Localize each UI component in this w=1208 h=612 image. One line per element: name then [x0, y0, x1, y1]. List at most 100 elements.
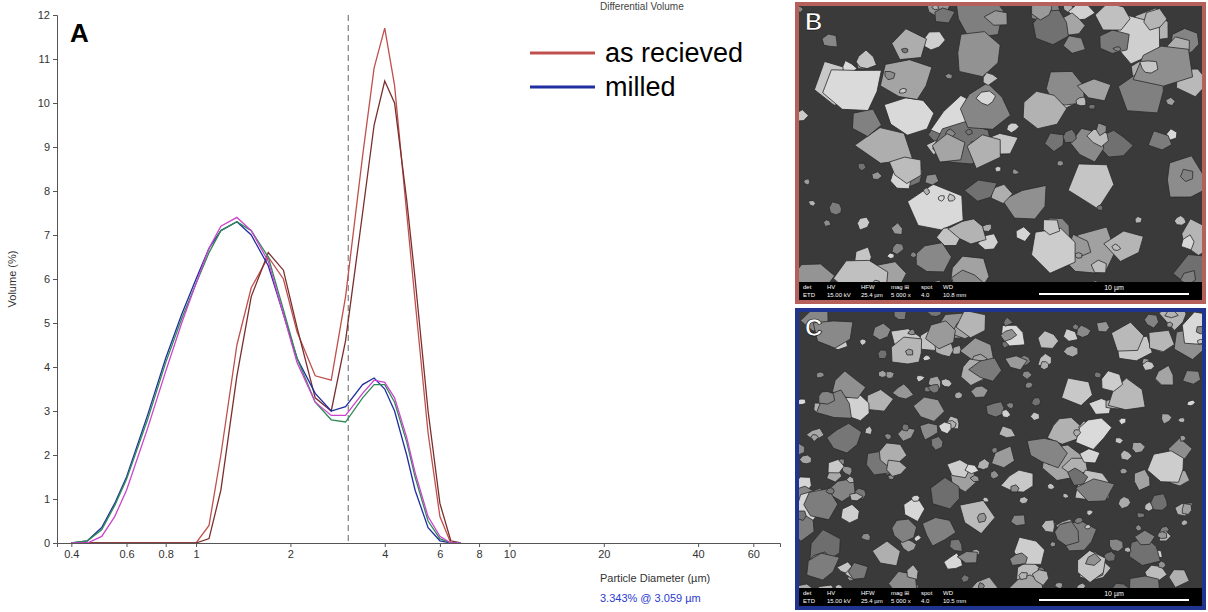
y-tick-mark	[53, 15, 57, 16]
grain	[1100, 30, 1129, 53]
x-tick-label: 0.6	[119, 548, 134, 560]
grain	[913, 397, 944, 421]
grain	[1055, 583, 1063, 589]
grain	[1032, 228, 1076, 273]
grain	[1162, 414, 1172, 424]
x-tick: 6	[437, 543, 443, 560]
series-line	[71, 222, 461, 543]
info-header: mag ⊞	[891, 590, 909, 596]
x-tick-mark	[698, 543, 699, 547]
grain	[1096, 123, 1106, 136]
grain	[992, 446, 1015, 468]
grain	[1182, 219, 1202, 256]
grain	[880, 60, 932, 100]
grain	[1022, 371, 1032, 379]
grain	[1025, 382, 1033, 388]
info-bar	[799, 282, 1202, 300]
grain	[976, 91, 996, 105]
grain	[1068, 468, 1088, 486]
grain	[1159, 561, 1166, 568]
scale-bar	[1039, 599, 1189, 601]
grain	[971, 386, 988, 398]
info-value: 25.4 µm	[861, 598, 883, 604]
y-tick-label: 7	[44, 229, 50, 241]
grain	[799, 399, 806, 405]
x-tick: 1	[193, 543, 199, 560]
x-tick: 40	[692, 543, 704, 560]
grain	[970, 475, 979, 482]
y-tick: 11	[39, 53, 57, 65]
grains	[799, 312, 1202, 606]
x-tick-label: 4	[382, 548, 388, 560]
grain	[1078, 550, 1106, 582]
y-tick: 0	[44, 537, 57, 549]
grain	[1113, 47, 1121, 52]
grain	[1023, 91, 1066, 128]
grain	[1155, 365, 1173, 385]
grain	[1137, 513, 1145, 518]
grain	[1144, 9, 1167, 31]
grain	[902, 424, 909, 431]
series-line	[71, 28, 461, 543]
grain	[1181, 235, 1194, 250]
y-tick-label: 10	[38, 97, 50, 109]
info-value: ETD	[803, 292, 816, 298]
grain	[1074, 518, 1083, 524]
grain	[1115, 438, 1123, 444]
grain	[1019, 497, 1028, 504]
grain	[955, 392, 963, 399]
x-tick-label: 20	[598, 548, 610, 560]
grain	[816, 372, 824, 378]
grains	[799, 6, 1202, 298]
grain	[829, 202, 841, 215]
grain	[1124, 547, 1131, 552]
y-tick-mark	[53, 279, 57, 280]
sem-panel: detHVHFWmag ⊞spotWDETD15.00 kV25.4 µm5 0…	[791, 0, 1208, 302]
grain	[1063, 346, 1078, 358]
grain	[917, 376, 926, 383]
grain	[1006, 403, 1014, 409]
info-header: HV	[827, 284, 835, 290]
grain	[941, 379, 952, 387]
info-header: HV	[827, 590, 835, 596]
x-tick-mark	[509, 543, 510, 547]
x-tick-mark	[479, 543, 480, 547]
x-tick-mark	[604, 543, 605, 547]
grain	[965, 464, 979, 473]
sem-panel: detHVHFWmag ⊞spotWDETD15.00 kV25.4 µm5 0…	[787, 304, 1208, 612]
grain	[887, 460, 907, 476]
grain	[887, 253, 894, 259]
image-background	[799, 312, 1202, 606]
grain	[935, 8, 955, 23]
info-value: 4.0	[921, 598, 930, 604]
grain	[1063, 36, 1085, 54]
y-tick-label: 9	[44, 141, 50, 153]
grain	[904, 496, 925, 521]
x-tick-mark	[166, 543, 167, 547]
x-tick-label: 2	[288, 548, 294, 560]
grain	[1134, 469, 1150, 490]
info-value: 25.4 µm	[861, 292, 883, 298]
grain	[1076, 418, 1112, 450]
panel-border	[797, 4, 1204, 302]
info-value: 15.00 kV	[827, 598, 851, 604]
grain	[908, 184, 964, 230]
figure: 01234567891011120.40.60.81246810204060AD…	[0, 0, 1208, 612]
grain	[807, 553, 840, 580]
info-header: mag ⊞	[891, 284, 909, 290]
grain	[984, 11, 1007, 26]
grain	[884, 434, 891, 440]
grain	[908, 329, 915, 335]
plot-area	[71, 28, 461, 543]
scale-bar-label: 10 µm	[1104, 284, 1124, 292]
grain	[892, 384, 913, 399]
grain	[1167, 322, 1173, 327]
info-value: 4.0	[921, 292, 930, 298]
grain	[1197, 339, 1202, 344]
grain	[811, 435, 819, 442]
info-value: 15.00 kV	[827, 292, 851, 298]
panel-label: B	[805, 8, 822, 35]
grain	[879, 370, 887, 377]
grain	[991, 470, 1000, 479]
grain	[1032, 570, 1048, 586]
